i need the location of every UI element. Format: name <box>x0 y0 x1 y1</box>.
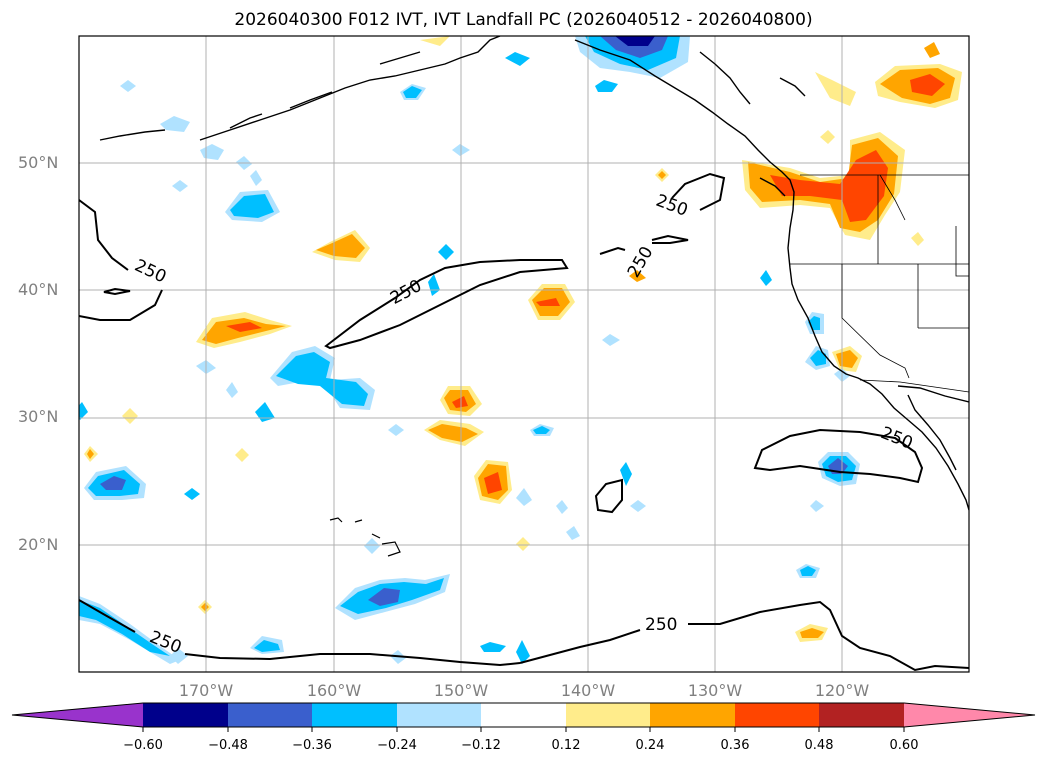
colorbar-segment <box>481 703 566 727</box>
colorbar-segment <box>566 703 650 727</box>
lon-label: 120°W <box>814 681 870 700</box>
colorbar-segment <box>312 703 397 727</box>
colorbar-tick-label: 0.36 <box>720 738 750 753</box>
contour-label: 250 <box>645 615 677 635</box>
colorbar-segment <box>143 703 228 727</box>
colorbar-extend-max <box>904 703 1035 727</box>
lon-label: 170°W <box>178 681 234 700</box>
lat-label: 30°N <box>18 407 59 426</box>
lon-label: 150°W <box>433 681 489 700</box>
lat-label: 20°N <box>18 535 59 554</box>
lon-label: 160°W <box>306 681 362 700</box>
colorbar-tick-label: −0.12 <box>461 738 501 753</box>
colorbar-tick-label: 0.60 <box>889 738 919 753</box>
graticule <box>79 36 969 672</box>
colorbar <box>11 702 1036 732</box>
coastlines <box>99 36 969 511</box>
colorbar-tick-label: 0.12 <box>551 738 581 753</box>
ivt-250-contours <box>79 172 969 672</box>
colorbar-tick-label: −0.60 <box>123 738 163 753</box>
contour-label: 250 <box>624 243 658 281</box>
map-title: 2026040300 F012 IVT, IVT Landfall PC (20… <box>234 10 813 30</box>
lon-label: 140°W <box>560 681 616 700</box>
colorbar-segment <box>735 703 819 727</box>
contour-label: 250 <box>653 191 690 221</box>
contour-label: 250 <box>131 256 169 288</box>
colorbar-extend-min <box>12 703 143 727</box>
colorbar-segment <box>819 703 904 727</box>
colorbar-tick-label: −0.36 <box>292 738 332 753</box>
hawaii-islands <box>329 517 401 557</box>
lat-label: 40°N <box>18 280 59 299</box>
contour-label: 250 <box>878 423 916 454</box>
map-frame <box>78 35 970 673</box>
colorbar-segment <box>650 703 735 727</box>
colorbar-tick-label: 0.24 <box>635 738 665 753</box>
colorbar-segment <box>397 703 481 727</box>
lat-label: 50°N <box>18 153 59 172</box>
colorbar-tick-label: 0.48 <box>804 738 834 753</box>
political-borders <box>790 174 969 393</box>
colorbar-tick-label: −0.48 <box>208 738 248 753</box>
colorbar-tick-label: −0.24 <box>377 738 417 753</box>
colorbar-segment <box>228 703 312 727</box>
lon-label: 130°W <box>687 681 743 700</box>
ivt-anomaly-shading <box>79 36 962 664</box>
